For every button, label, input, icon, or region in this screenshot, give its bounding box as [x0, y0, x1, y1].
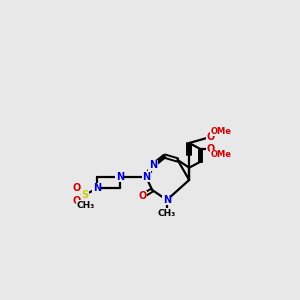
Text: O: O: [73, 184, 81, 194]
Text: N: N: [149, 160, 157, 170]
Text: O: O: [138, 191, 146, 201]
Text: N: N: [142, 172, 150, 182]
Text: CH₃: CH₃: [76, 201, 94, 210]
Text: OMe: OMe: [210, 127, 231, 136]
Text: N: N: [93, 184, 101, 194]
Text: CH₃: CH₃: [158, 208, 176, 217]
Text: O: O: [207, 132, 215, 142]
Text: N: N: [163, 195, 171, 205]
Text: S: S: [82, 190, 89, 200]
Text: N: N: [116, 172, 124, 182]
Text: O: O: [207, 144, 215, 154]
Text: O: O: [73, 196, 81, 206]
Text: OMe: OMe: [210, 150, 231, 159]
